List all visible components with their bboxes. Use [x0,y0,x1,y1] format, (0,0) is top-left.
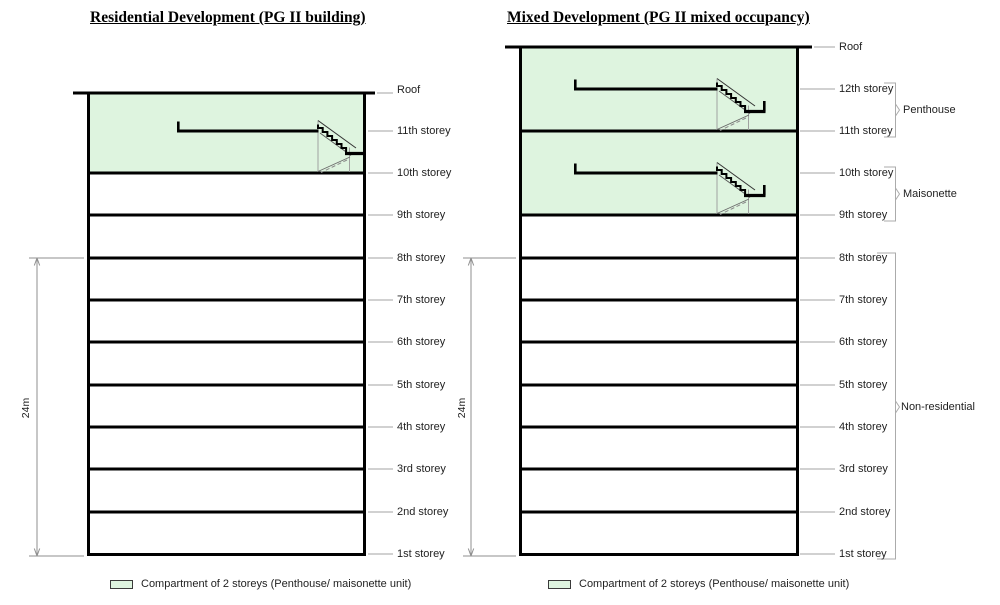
penthouse-bracket [884,82,896,138]
penthouse-bracket-pointer [895,103,901,117]
maisonette-bracket-pointer [895,187,901,201]
left-dimension-line [29,257,84,557]
right-diagram-title: Mixed Development (PG II mixed occupancy… [507,9,810,26]
right-label-2nd: 2nd storey [839,506,891,518]
maisonette-bracket [884,166,896,222]
right-dimension-line [463,257,516,557]
right-dimension-label: 24m [456,397,468,419]
left-leader-lines [368,92,393,555]
right-label-4th: 4th storey [839,421,888,433]
left-legend: Compartment of 2 storeys (Penthouse/ mai… [110,578,411,590]
right-label-6th: 6th storey [839,336,888,348]
left-label-8th: 8th storey [397,252,446,264]
left-label-5th: 5th storey [397,379,446,391]
left-dimension-label: 24m [20,397,32,419]
left-label-9th: 9th storey [397,209,446,221]
left-building-section [73,91,375,557]
right-label-5th: 5th storey [839,379,888,391]
non-residential-bracket [877,252,896,560]
left-legend-text: Compartment of 2 storeys (Penthouse/ mai… [141,578,412,590]
left-label-1st: 1st storey [397,548,445,560]
right-leader-lines [800,46,835,555]
left-legend-swatch-icon [110,579,133,589]
left-compartment-highlight [89,94,364,173]
right-penthouse-stair-icon [574,78,766,131]
non-residential-bracket-pointer [895,400,901,414]
right-maisonette-stair-icon [574,162,766,215]
non-residential-label: Non-residential [901,401,975,413]
right-label-10th: 10th storey [839,167,894,179]
left-label-11th: 11th storey [397,125,451,137]
right-label-1st: 1st storey [839,548,887,560]
right-label-3rd: 3rd storey [839,463,888,475]
right-legend-text: Compartment of 2 storeys (Penthouse/ mai… [579,578,850,590]
maisonette-label: Maisonette [903,188,957,200]
right-label-11th: 11th storey [839,125,893,137]
left-label-3rd: 3rd storey [397,463,446,475]
right-label-7th: 7th storey [839,294,888,306]
right-unit-brackets [877,82,901,560]
left-label-4th: 4th storey [397,421,446,433]
right-label-12th: 12th storey [839,83,894,95]
left-storey-lines [87,171,366,514]
right-label-roof: Roof [839,41,863,53]
right-label-8th: 8th storey [839,252,888,264]
right-legend-swatch-icon [548,579,571,589]
left-label-6th: 6th storey [397,336,446,348]
left-label-7th: 7th storey [397,294,446,306]
right-label-9th: 9th storey [839,209,888,221]
right-legend: Compartment of 2 storeys (Penthouse/ mai… [548,578,849,590]
right-building-section [505,45,812,557]
left-diagram-title: Residential Development (PG II building) [90,9,366,26]
left-label-roof: Roof [397,84,421,96]
left-label-10th: 10th storey [397,167,452,179]
right-storey-lines [519,129,799,514]
left-stair-icon [177,120,366,173]
left-label-2nd: 2nd storey [397,506,449,518]
penthouse-label: Penthouse [903,104,956,116]
